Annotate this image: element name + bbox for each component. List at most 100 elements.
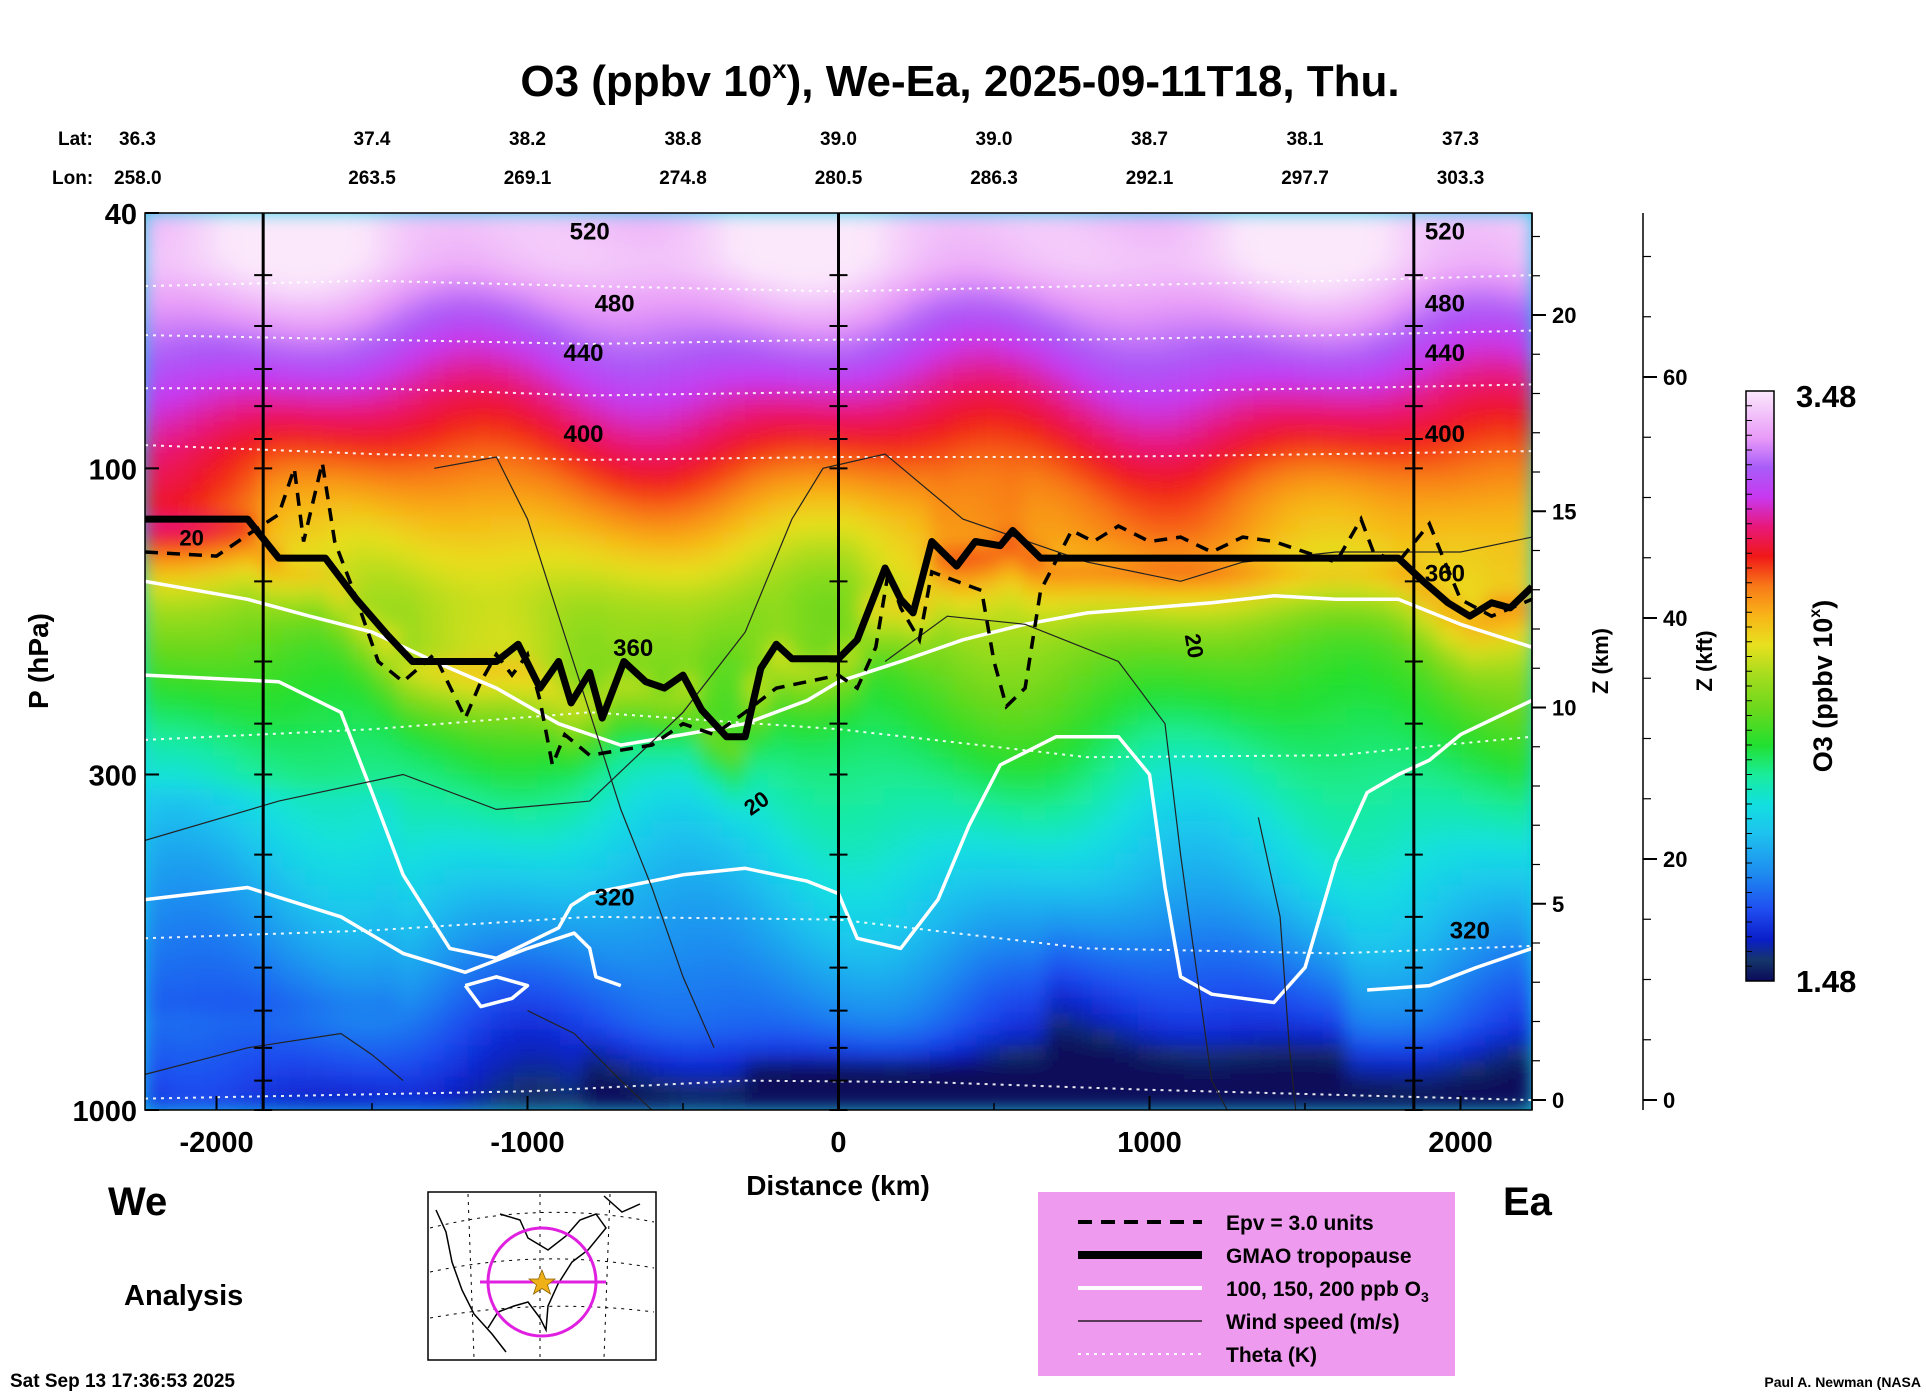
latitude-value: 38.8 xyxy=(665,129,702,150)
latitude-value: 39.0 xyxy=(820,129,857,150)
longitude-value: 280.5 xyxy=(815,168,863,189)
longitude-value: 258.0 xyxy=(114,168,162,189)
inset-center-star-icon xyxy=(527,1268,557,1295)
ozone-heatmap xyxy=(145,213,1532,1110)
theta-label: 440 xyxy=(1425,340,1465,367)
theta-label: 440 xyxy=(563,340,603,367)
inset-map xyxy=(427,1191,657,1361)
x-axis-label: Distance (km) xyxy=(746,1170,930,1201)
longitude-value: 274.8 xyxy=(659,168,707,189)
colorbar-max-label: 3.48 xyxy=(1796,379,1856,414)
latitude-value: 39.0 xyxy=(976,129,1013,150)
z-km-tick-label: 10 xyxy=(1552,696,1576,721)
chart-title: O3 (ppbv 10x), We-Ea, 2025-09-11T18, Thu… xyxy=(520,54,1399,106)
theta-line xyxy=(145,383,1532,397)
wind-speed-contour xyxy=(884,615,1228,1110)
theta-label: 360 xyxy=(1425,560,1465,587)
altitude-kft-axis: 0 20 40 60 xyxy=(1642,213,1687,1113)
longitude-value: 286.3 xyxy=(970,168,1018,189)
ozone-contour xyxy=(463,975,530,1009)
theta-label: 480 xyxy=(1425,291,1465,318)
latitude-value: 36.3 xyxy=(119,129,156,150)
chart-title-superscript: x xyxy=(772,54,787,84)
y-tick-label: 1000 xyxy=(72,1096,137,1128)
z-kft-axis-label: Z (kft) xyxy=(1692,630,1717,691)
west-end-label: We xyxy=(108,1180,167,1224)
theta-line xyxy=(145,711,1532,759)
z-km-tick-label: 0 xyxy=(1552,1088,1564,1113)
z-km-tick-label: 20 xyxy=(1552,303,1576,328)
x-tick-label: 2000 xyxy=(1428,1127,1493,1159)
longitude-value: 269.1 xyxy=(504,168,552,189)
theta-label: 360 xyxy=(613,635,653,662)
latitude-value: 38.7 xyxy=(1131,129,1168,150)
altitude-km-axis: 0 5 10 15 20 xyxy=(1531,213,1576,1113)
x-tick-label: 0 xyxy=(830,1127,846,1159)
ozone-contour xyxy=(1367,946,1532,992)
z-km-tick-label: 5 xyxy=(1552,892,1564,917)
wind-speed-contour xyxy=(1257,817,1297,1110)
vertical-marker-lines xyxy=(254,213,1423,1111)
theta-label: 520 xyxy=(570,219,610,246)
colorbar-min-label: 1.48 xyxy=(1796,964,1856,999)
legend-label: GMAO tropopause xyxy=(1226,1245,1412,1268)
theta-label: 480 xyxy=(595,291,635,318)
z-kft-tick-label: 40 xyxy=(1663,606,1687,631)
latitude-value: 37.3 xyxy=(1442,129,1479,150)
legend-label-subscript: 3 xyxy=(1421,1289,1429,1305)
wind-speed-contour xyxy=(145,1032,404,1082)
z-km-axis-label: Z (km) xyxy=(1588,628,1613,694)
x-tick-label: 1000 xyxy=(1117,1127,1182,1159)
y-tick-label: 100 xyxy=(89,454,137,486)
pressure-axis: 40 100 300 1000 xyxy=(72,199,159,1128)
legend: Epv = 3.0 units GMAO tropopause 100, 150, … xyxy=(1038,1192,1455,1376)
footer-credit: Paul A. Newman (NASA xyxy=(1764,1374,1921,1390)
latitude-value: 37.4 xyxy=(354,129,391,150)
y-tick-label: 300 xyxy=(89,760,137,792)
legend-label: Wind speed (m/s) xyxy=(1226,1311,1400,1334)
colorbar: 3.48 1.48 O3 (ppbv 10x) xyxy=(1745,379,1856,999)
legend-label: Epv = 3.0 units xyxy=(1226,1212,1374,1235)
lat-lon-values: 36.3 258.0 37.4 263.5 38.2 269.1 38.8 274.8 39.0… xyxy=(114,129,1484,189)
x-tick-label: -1000 xyxy=(490,1127,564,1159)
z-km-tick-label: 15 xyxy=(1552,499,1576,524)
footer-timestamp: Sat Sep 13 17:36:53 2025 xyxy=(10,1371,235,1392)
latitude-value: 38.2 xyxy=(509,129,546,150)
legend-label: Theta (K) xyxy=(1226,1344,1317,1367)
theta-line xyxy=(145,915,1532,955)
x-axis: -2000 -1000 0 1000 2000 xyxy=(179,1096,1493,1159)
lon-label: Lon: xyxy=(52,168,93,189)
east-end-label: Ea xyxy=(1503,1180,1553,1224)
longitude-value: 297.7 xyxy=(1281,168,1329,189)
theta-label: 320 xyxy=(1450,917,1490,944)
longitude-value: 263.5 xyxy=(348,168,396,189)
colorbar-title: O3 (ppbv 10x) xyxy=(1807,600,1838,772)
longitude-value: 303.3 xyxy=(1437,168,1485,189)
x-tick-label: -2000 xyxy=(179,1127,253,1159)
theta-label: 400 xyxy=(563,421,603,448)
theta-label: 520 xyxy=(1425,219,1465,246)
tropopause-line xyxy=(145,515,1532,741)
theta-label: 400 xyxy=(1425,421,1465,448)
inset-coastline xyxy=(435,1195,641,1353)
z-kft-tick-label: 20 xyxy=(1663,847,1687,872)
ozone-contour xyxy=(145,673,1532,1005)
z-kft-tick-label: 0 xyxy=(1663,1088,1675,1113)
wind-speed-contour xyxy=(527,1010,653,1110)
y-tick-label: 40 xyxy=(105,199,137,231)
longitude-value: 292.1 xyxy=(1126,168,1174,189)
legend-label: 100, 150, 200 ppb O3 xyxy=(1226,1278,1429,1305)
wind-speed-label: 20 xyxy=(1180,632,1209,660)
wind-speed-contour xyxy=(434,456,715,1049)
colorbar-title-superscript: x xyxy=(1807,609,1824,618)
ozone-contour xyxy=(145,885,622,988)
latitude-value: 38.1 xyxy=(1287,129,1324,150)
wind-speed-label: 20 xyxy=(179,526,203,551)
theta-label: 320 xyxy=(595,885,635,912)
analysis-label: Analysis xyxy=(124,1280,243,1312)
z-kft-tick-label: 60 xyxy=(1663,365,1687,390)
y-axis-label: P (hPa) xyxy=(23,613,54,709)
lat-label: Lat: xyxy=(58,129,93,150)
epv-contour xyxy=(145,462,1532,772)
